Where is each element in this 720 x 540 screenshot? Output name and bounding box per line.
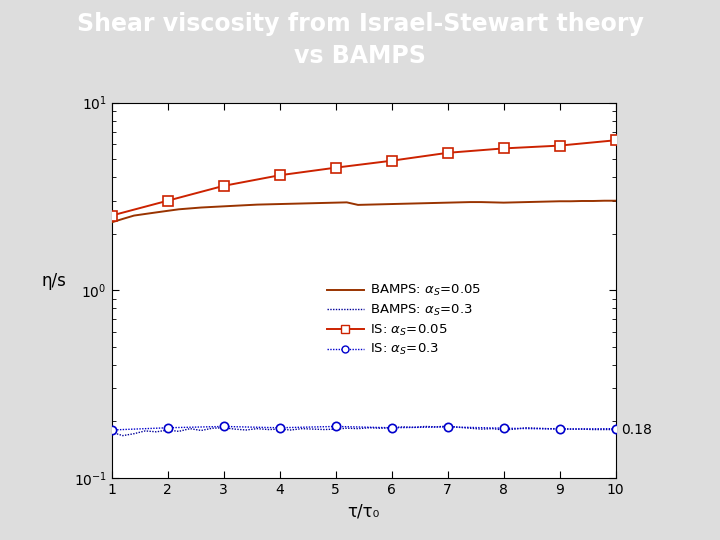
Text: 0.18: 0.18: [621, 423, 652, 437]
Text: Shear viscosity from Israel-Stewart theory
vs BAMPS: Shear viscosity from Israel-Stewart theo…: [76, 12, 644, 68]
X-axis label: τ/τ₀: τ/τ₀: [348, 502, 379, 521]
Legend: BAMPS: $\alpha_S$=0.05, BAMPS: $\alpha_S$=0.3, IS: $\alpha_S$=0.05, IS: $\alpha_: BAMPS: $\alpha_S$=0.05, BAMPS: $\alpha_S…: [321, 278, 487, 363]
Y-axis label: η/s: η/s: [42, 272, 66, 291]
